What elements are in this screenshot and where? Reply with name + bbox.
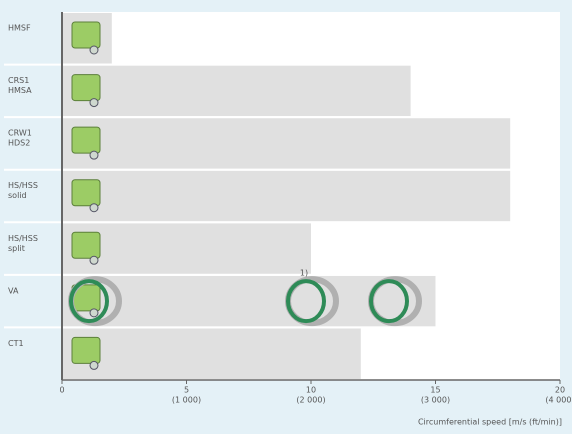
- annotation: 1): [300, 268, 308, 277]
- seal-spring: [89, 203, 99, 213]
- y-tick-label: VA: [8, 286, 19, 295]
- x-axis-label: Circumferential speed [m/s (ft/min)]: [418, 418, 562, 427]
- seal-spring: [89, 98, 99, 108]
- seal-spring: [89, 150, 99, 160]
- x2-tick-label: (2 000): [296, 396, 325, 405]
- seal-spring: [89, 360, 99, 370]
- x-tick-label: 10: [306, 386, 316, 395]
- seal-icon: [71, 179, 101, 207]
- bar: [62, 223, 311, 274]
- seal-ring-green: [69, 279, 109, 324]
- y-tick-label: CRW1: [8, 129, 32, 138]
- x2-tick-label: (3 000): [421, 396, 450, 405]
- y-tick-label: CRS1: [8, 76, 29, 85]
- seal-spring: [89, 255, 99, 265]
- y-tick-label: split: [8, 244, 25, 253]
- seal-icon: [71, 21, 101, 49]
- seal-icon: [71, 126, 101, 154]
- x2-tick-label: (4 000): [545, 396, 572, 405]
- x-tick-label: 0: [59, 386, 64, 395]
- bar: [62, 118, 511, 169]
- seal-spring: [89, 45, 99, 55]
- x-tick-label: 15: [430, 386, 440, 395]
- bar: [62, 170, 511, 222]
- y-tick-label: HMSF: [8, 24, 31, 33]
- seal-ring-green: [286, 279, 326, 324]
- y-tick-label: HMSA: [8, 86, 32, 95]
- y-tick-label: HS/HSS: [8, 234, 38, 243]
- seal-icon: [71, 336, 101, 364]
- bar: [62, 328, 361, 379]
- y-tick-label: HS/HSS: [8, 181, 38, 190]
- seal-icon: [71, 74, 101, 102]
- seal-spring: [89, 308, 99, 318]
- x-tick-label: 20: [555, 386, 565, 395]
- x2-tick-label: (1 000): [172, 396, 201, 405]
- x-tick-label: 5: [184, 386, 189, 395]
- seal-ring-green: [369, 279, 409, 324]
- y-tick-label: solid: [8, 191, 27, 200]
- seal-icon: [71, 231, 101, 259]
- y-tick-label: HDS2: [8, 139, 30, 148]
- y-tick-label: CT1: [8, 339, 24, 348]
- bar: [62, 65, 411, 117]
